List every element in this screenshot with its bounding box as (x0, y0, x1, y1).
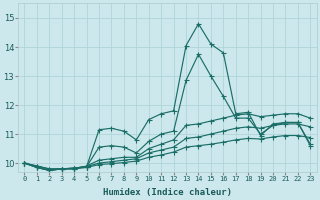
X-axis label: Humidex (Indice chaleur): Humidex (Indice chaleur) (103, 188, 232, 197)
